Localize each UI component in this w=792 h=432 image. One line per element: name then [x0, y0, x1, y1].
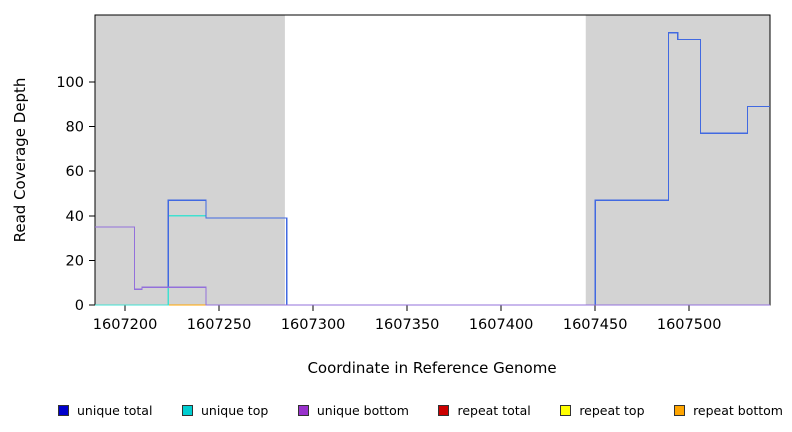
- x-axis-title: Coordinate in Reference Genome: [307, 359, 556, 377]
- x-tick-label: 1607250: [187, 317, 252, 333]
- legend-item-repeat-bottom: repeat bottom: [674, 403, 783, 418]
- y-tick-label: 100: [56, 75, 84, 91]
- x-tick-label: 1607400: [469, 317, 534, 333]
- legend-label: repeat total: [457, 403, 531, 418]
- chart-legend: unique total unique top unique bottom repea…: [0, 403, 792, 418]
- legend-label: unique top: [200, 403, 269, 418]
- legend-swatch: [560, 405, 572, 416]
- legend-swatch: [438, 405, 450, 416]
- y-tick-label: 40: [66, 209, 84, 225]
- legend-item-repeat-total: repeat total: [438, 403, 531, 418]
- legend-label: unique total: [77, 403, 153, 418]
- legend-swatch: [674, 405, 686, 416]
- legend-item-repeat-top: repeat top: [560, 403, 645, 418]
- y-tick-label: 60: [66, 164, 84, 180]
- x-tick-label: 1607200: [93, 317, 158, 333]
- legend-item-unique-top: unique top: [181, 403, 269, 418]
- x-tick-label: 1607350: [375, 317, 440, 333]
- legend-label: repeat top: [579, 403, 645, 418]
- coverage-chart: 1607200 1607250 1607300 1607350 1607400 16074…: [11, 14, 771, 377]
- y-axis-title: Read Coverage Depth: [11, 78, 29, 243]
- legend-item-unique-total: unique total: [58, 403, 152, 418]
- legend-swatch: [58, 405, 69, 416]
- legend-label: repeat bottom: [693, 403, 783, 418]
- x-tick-label: 1607300: [281, 317, 346, 333]
- y-tick-label: 80: [66, 120, 84, 136]
- masked-region: [95, 15, 285, 305]
- legend-item-unique-bottom: unique bottom: [297, 403, 409, 418]
- x-tick-label: 1607500: [657, 317, 722, 333]
- chart-plot-area: 1607200 1607250 1607300 1607350 1607400 16074…: [56, 14, 771, 333]
- x-tick-label: 1607450: [563, 317, 628, 333]
- series-line-unique-bottom: [95, 226, 770, 306]
- y-tick-label: 20: [66, 253, 84, 269]
- legend-swatch: [297, 405, 309, 416]
- legend-swatch: [181, 405, 193, 416]
- legend-label: unique bottom: [316, 403, 409, 418]
- masked-region: [585, 15, 770, 305]
- y-tick-label: 0: [75, 298, 84, 314]
